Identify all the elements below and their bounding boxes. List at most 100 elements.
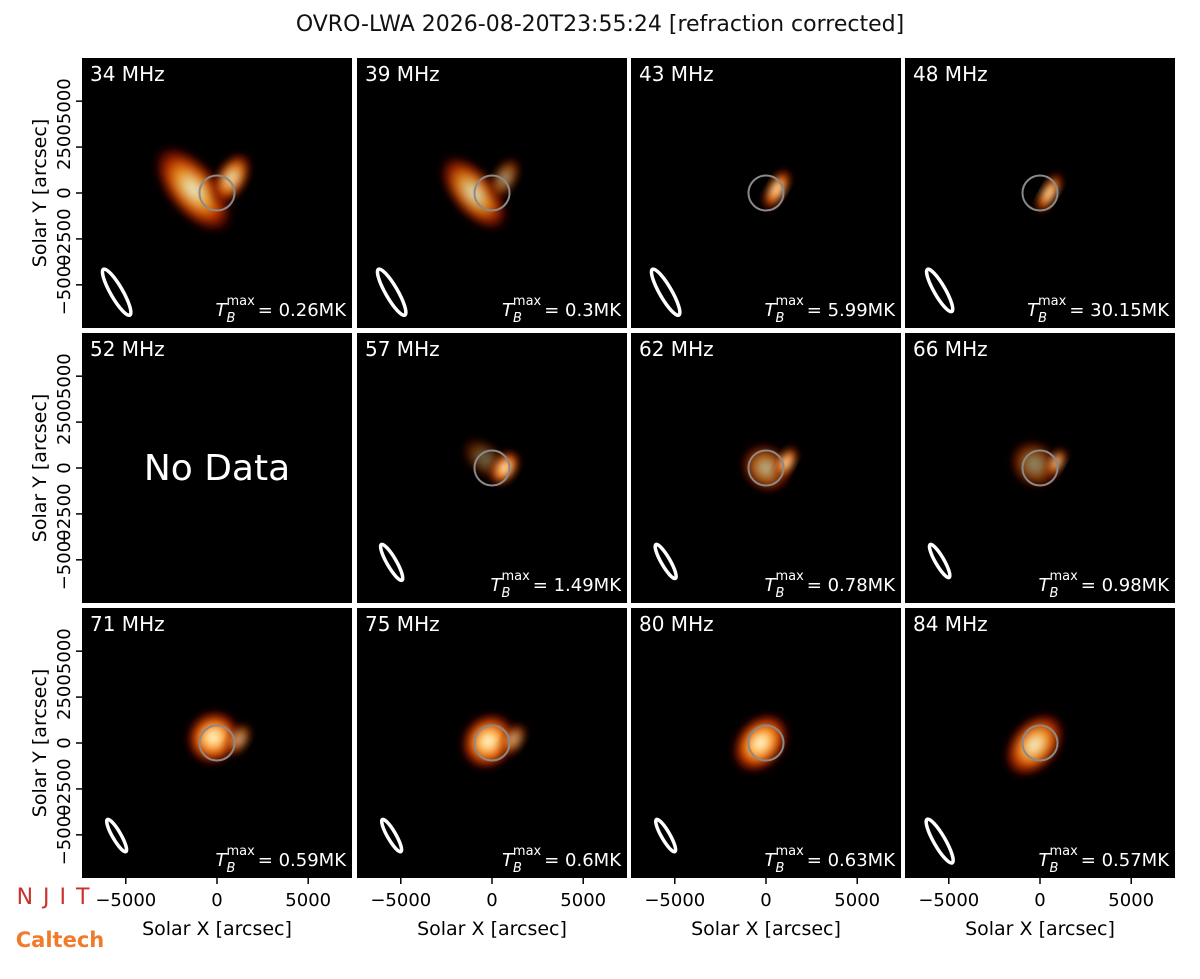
beam bbox=[379, 817, 404, 854]
tmax-label: TBmax = 0.26MK bbox=[216, 294, 348, 326]
y-tick-label: −5000 bbox=[54, 254, 75, 315]
panel-title: 43 MHz bbox=[639, 62, 714, 86]
solar-disk bbox=[198, 724, 236, 762]
solar-disk bbox=[473, 174, 511, 212]
tb-symbol: T bbox=[1027, 300, 1040, 321]
x-axis-label: Solar X [arcsec] bbox=[691, 918, 841, 940]
x-tick-label: −5000 bbox=[918, 890, 979, 911]
panel: TBmax = 0.57MK 84 MHz bbox=[905, 608, 1175, 878]
tb-superscript: max bbox=[775, 569, 804, 584]
tb-subscript: B bbox=[513, 861, 522, 876]
tmax-value: = 1.49MK bbox=[533, 575, 622, 596]
panel-image bbox=[924, 171, 1064, 314]
x-tick-label: 0 bbox=[1034, 890, 1045, 911]
tmax-label: TBmax = 0.78MK bbox=[765, 569, 897, 601]
panel-image bbox=[375, 153, 521, 318]
y-tick-label: −5000 bbox=[54, 804, 75, 865]
tb-superscript: max bbox=[226, 294, 255, 309]
tmax-value: = 0.59MK bbox=[258, 850, 347, 871]
tb-subscript: B bbox=[776, 586, 785, 601]
tb-superscript: max bbox=[513, 294, 542, 309]
y-tick-label: −2500 bbox=[54, 758, 75, 819]
tb-superscript: max bbox=[1049, 844, 1078, 859]
x-tick-label: 0 bbox=[760, 890, 771, 911]
solar-disk bbox=[747, 174, 785, 212]
tmax-label: TBmax = 1.49MK bbox=[491, 569, 623, 601]
tmax-label: TBmax = 0.3MK bbox=[502, 294, 622, 326]
y-axis-label: Solar Y [arcsec] bbox=[29, 394, 51, 542]
panel: No Data 52 MHz bbox=[82, 333, 352, 603]
panel-image bbox=[100, 143, 252, 318]
tb-symbol: T bbox=[1039, 850, 1052, 871]
emission bbox=[489, 450, 521, 486]
x-tick-label: 5000 bbox=[560, 890, 606, 911]
tmax-value: = 0.26MK bbox=[258, 300, 347, 321]
y-axis-label: Solar Y [arcsec] bbox=[29, 669, 51, 817]
tmax-label: TBmax = 0.63MK bbox=[765, 844, 897, 876]
tmax-label: TBmax = 0.57MK bbox=[1039, 844, 1171, 876]
panel-image bbox=[104, 709, 253, 854]
panel-image bbox=[378, 437, 521, 583]
x-tick-label: −5000 bbox=[95, 890, 156, 911]
x-axis-label: Solar X [arcsec] bbox=[965, 918, 1115, 940]
tmax-value: = 0.57MK bbox=[1081, 850, 1170, 871]
panel-title: 80 MHz bbox=[639, 612, 714, 636]
panel-title: 52 MHz bbox=[90, 337, 165, 361]
y-axis-label: Solar Y [arcsec] bbox=[29, 119, 51, 267]
tmax-value: = 0.3MK bbox=[544, 300, 622, 321]
emission bbox=[762, 168, 792, 211]
beam bbox=[653, 542, 678, 581]
no-data-label: No Data bbox=[144, 448, 290, 489]
tb-symbol: T bbox=[216, 850, 229, 871]
x-tick-label: 5000 bbox=[1108, 890, 1154, 911]
tb-subscript: B bbox=[513, 311, 522, 326]
tb-subscript: B bbox=[502, 586, 511, 601]
panel-image bbox=[927, 439, 1068, 580]
tmax-value: = 5.99MK bbox=[807, 300, 896, 321]
panel-title: 75 MHz bbox=[365, 612, 440, 636]
tb-superscript: max bbox=[775, 294, 804, 309]
tb-symbol: T bbox=[765, 850, 778, 871]
emission bbox=[488, 156, 521, 200]
tb-symbol: T bbox=[1039, 575, 1052, 596]
tb-symbol: T bbox=[502, 850, 515, 871]
tb-subscript: B bbox=[1038, 311, 1047, 326]
tb-superscript: max bbox=[775, 844, 804, 859]
y-tick-label: 0 bbox=[54, 462, 75, 473]
tb-symbol: T bbox=[502, 300, 515, 321]
panel: TBmax = 30.15MK 48 MHz bbox=[905, 58, 1175, 328]
tmax-label: TBmax = 0.98MK bbox=[1039, 569, 1171, 601]
x-tick-label: 0 bbox=[211, 890, 222, 911]
tmax-label: TBmax = 0.6MK bbox=[502, 844, 622, 876]
solar-disk bbox=[198, 174, 236, 212]
panel: TBmax = 0.63MK 80 MHz bbox=[631, 608, 901, 878]
panel-title: 39 MHz bbox=[365, 62, 440, 86]
tb-superscript: max bbox=[1038, 294, 1067, 309]
logo-caltech: Caltech bbox=[16, 928, 104, 952]
beam bbox=[375, 267, 408, 318]
panel: TBmax = 5.99MK 43 MHz bbox=[631, 58, 901, 328]
emission bbox=[225, 722, 253, 757]
y-tick-label: 0 bbox=[54, 737, 75, 748]
tmax-value: = 0.98MK bbox=[1081, 575, 1170, 596]
tb-superscript: max bbox=[501, 569, 530, 584]
panel: TBmax = 1.49MK 57 MHz bbox=[357, 333, 627, 603]
beam bbox=[927, 542, 952, 580]
tb-superscript: max bbox=[226, 844, 255, 859]
panel-title: 62 MHz bbox=[639, 337, 714, 361]
tb-superscript: max bbox=[513, 844, 542, 859]
y-tick-label: 5000 bbox=[54, 628, 75, 674]
panel: TBmax = 0.59MK 71 MHz bbox=[82, 608, 352, 878]
x-tick-label: 5000 bbox=[285, 890, 331, 911]
beam bbox=[924, 817, 955, 865]
tb-symbol: T bbox=[491, 575, 504, 596]
emission bbox=[500, 722, 528, 757]
emission bbox=[152, 143, 235, 235]
panel-image bbox=[649, 168, 792, 318]
logo-njit: NJIT bbox=[17, 885, 100, 910]
panel-title: 84 MHz bbox=[913, 612, 988, 636]
beam bbox=[653, 817, 678, 854]
beam bbox=[649, 267, 682, 318]
y-tick-label: 2500 bbox=[54, 674, 75, 720]
